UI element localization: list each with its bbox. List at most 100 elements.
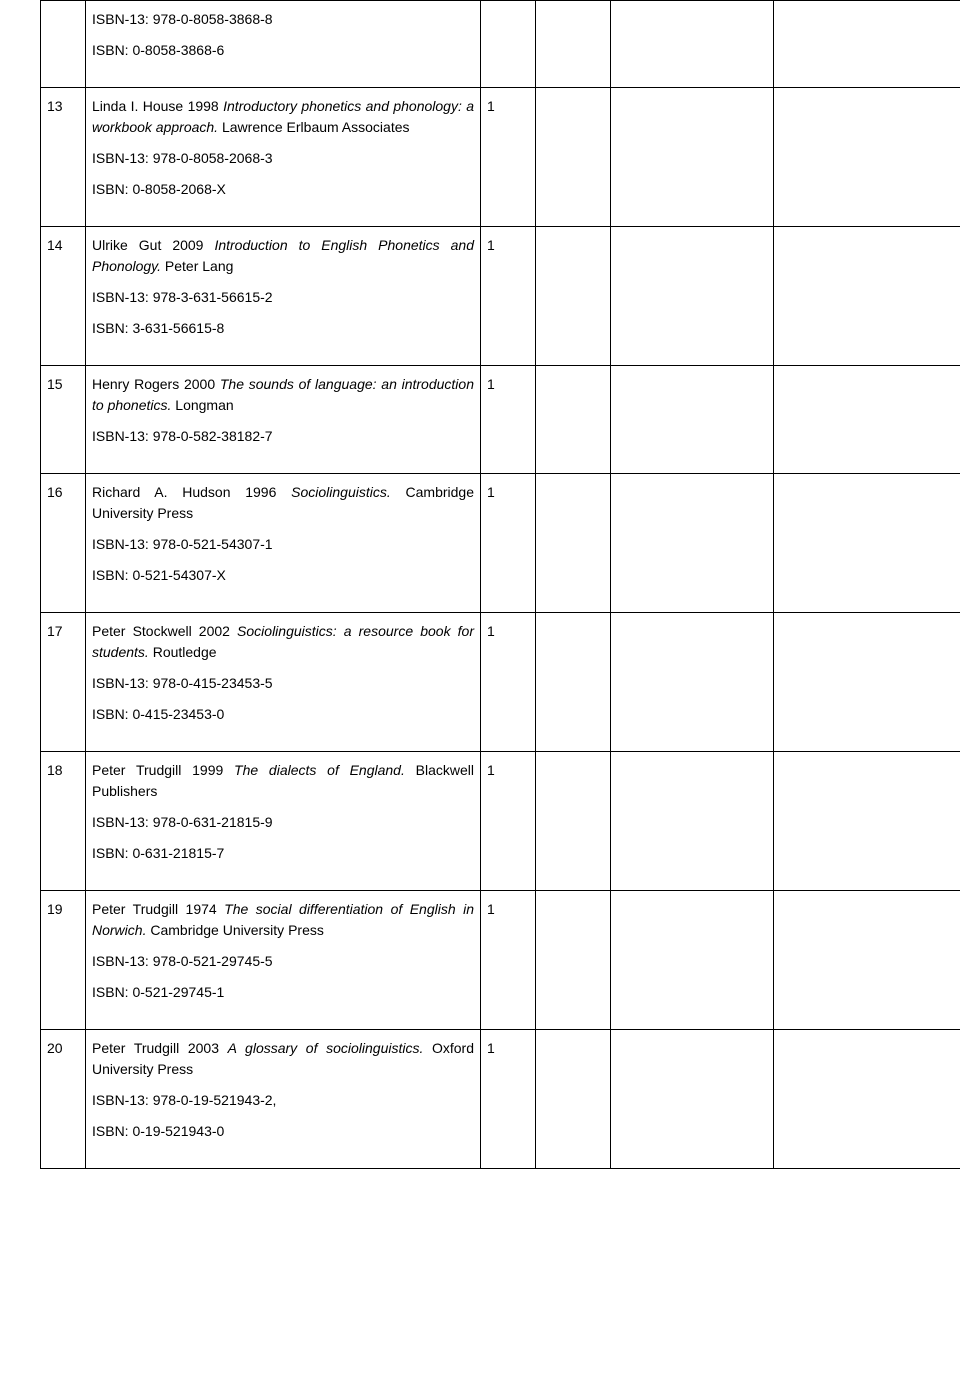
- citation-prefix: Peter Trudgill 1974: [92, 901, 224, 917]
- row-number: 20: [41, 1030, 86, 1169]
- row-quantity: 1: [481, 366, 536, 474]
- citation-publisher: Peter Lang: [161, 258, 233, 274]
- citation-publisher: Longman: [171, 397, 233, 413]
- row-trailing-space: [92, 339, 474, 357]
- citation-prefix: Ulrike Gut 2009: [92, 237, 214, 253]
- row-quantity: 1: [481, 752, 536, 891]
- book-citation: Ulrike Gut 2009 Introduction to English …: [92, 235, 474, 277]
- isbn-line: ISBN: 3-631-56615-8: [92, 318, 474, 339]
- row-trailing-space: [92, 725, 474, 743]
- isbn13-line: ISBN-13: 978-0-582-38182-7: [92, 426, 474, 447]
- isbn-line: ISBN: 0-521-54307-X: [92, 565, 474, 586]
- row-col5: [611, 1, 774, 88]
- row-number: 15: [41, 366, 86, 474]
- book-citation: Richard A. Hudson 1996 Sociolinguistics.…: [92, 482, 474, 524]
- row-col6: [774, 1, 960, 88]
- table-row: 19Peter Trudgill 1974 The social differe…: [41, 891, 960, 1030]
- row-quantity: [481, 1, 536, 88]
- row-description: ISBN-13: 978-0-8058-3868-8 ISBN: 0-8058-3…: [86, 1, 481, 88]
- book-table: ISBN-13: 978-0-8058-3868-8 ISBN: 0-8058-3…: [40, 0, 960, 1169]
- book-citation: Peter Trudgill 2003 A glossary of sociol…: [92, 1038, 474, 1080]
- row-col5: [611, 1030, 774, 1169]
- row-col6: [774, 88, 960, 227]
- row-number: 16: [41, 474, 86, 613]
- page-container: ISBN-13: 978-0-8058-3868-8 ISBN: 0-8058-3…: [0, 0, 960, 1209]
- isbn13-line: ISBN-13: 978-3-631-56615-2: [92, 287, 474, 308]
- citation-prefix: Peter Trudgill 2003: [92, 1040, 228, 1056]
- row-col4: [536, 474, 611, 613]
- row-col6: [774, 752, 960, 891]
- citation-title: Sociolinguistics.: [291, 484, 391, 500]
- row-trailing-space: [92, 200, 474, 218]
- citation-publisher: Routledge: [149, 644, 217, 660]
- book-citation: Linda I. House 1998 Introductory phoneti…: [92, 96, 474, 138]
- isbn13-line: ISBN-13: 978-0-631-21815-9: [92, 812, 474, 833]
- row-trailing-space: [92, 61, 474, 79]
- book-citation: Henry Rogers 2000 The sounds of language…: [92, 374, 474, 416]
- citation-prefix: Linda I. House 1998: [92, 98, 223, 114]
- citation-prefix: Peter Stockwell 2002: [92, 623, 237, 639]
- isbn-line: ISBN: 0-8058-2068-X: [92, 179, 474, 200]
- row-number: 14: [41, 227, 86, 366]
- row-col6: [774, 227, 960, 366]
- row-col4: [536, 752, 611, 891]
- row-col6: [774, 366, 960, 474]
- isbn-line: ISBN: 0-631-21815-7: [92, 843, 474, 864]
- row-col4: [536, 227, 611, 366]
- row-trailing-space: [92, 447, 474, 465]
- citation-title: A glossary of sociolinguistics.: [228, 1040, 424, 1056]
- row-col5: [611, 752, 774, 891]
- row-col4: [536, 366, 611, 474]
- table-row: 20Peter Trudgill 2003 A glossary of soci…: [41, 1030, 960, 1169]
- row-col4: [536, 88, 611, 227]
- row-col5: [611, 366, 774, 474]
- row-quantity: 1: [481, 474, 536, 613]
- row-trailing-space: [92, 1142, 474, 1160]
- isbn13-line: ISBN-13: 978-0-19-521943-2,: [92, 1090, 474, 1111]
- isbn-line: ISBN: 0-415-23453-0: [92, 704, 474, 725]
- row-number: 13: [41, 88, 86, 227]
- row-number: 17: [41, 613, 86, 752]
- isbn-line: ISBN: 0-521-29745-1: [92, 982, 474, 1003]
- table-row: 17Peter Stockwell 2002 Sociolinguistics:…: [41, 613, 960, 752]
- row-description: Henry Rogers 2000 The sounds of language…: [86, 366, 481, 474]
- row-description: Linda I. House 1998 Introductory phoneti…: [86, 88, 481, 227]
- row-description: Peter Stockwell 2002 Sociolinguistics: a…: [86, 613, 481, 752]
- row-col4: [536, 1030, 611, 1169]
- table-row: 14Ulrike Gut 2009 Introduction to Englis…: [41, 227, 960, 366]
- row-number: 19: [41, 891, 86, 1030]
- citation-title: The dialects of England.: [234, 762, 405, 778]
- row-quantity: 1: [481, 1030, 536, 1169]
- citation-prefix: Richard A. Hudson 1996: [92, 484, 291, 500]
- row-col6: [774, 613, 960, 752]
- row-quantity: 1: [481, 613, 536, 752]
- book-citation: Peter Stockwell 2002 Sociolinguistics: a…: [92, 621, 474, 663]
- row-col4: [536, 1, 611, 88]
- row-col5: [611, 891, 774, 1030]
- row-quantity: 1: [481, 891, 536, 1030]
- row-col6: [774, 891, 960, 1030]
- isbn-line: ISBN: 0-8058-3868-6: [92, 40, 474, 61]
- row-trailing-space: [92, 586, 474, 604]
- book-citation: Peter Trudgill 1974 The social different…: [92, 899, 474, 941]
- row-col4: [536, 613, 611, 752]
- isbn13-line: ISBN-13: 978-0-8058-3868-8: [92, 9, 474, 30]
- row-description: Peter Trudgill 2003 A glossary of sociol…: [86, 1030, 481, 1169]
- row-description: Peter Trudgill 1999 The dialects of Engl…: [86, 752, 481, 891]
- isbn13-line: ISBN-13: 978-0-415-23453-5: [92, 673, 474, 694]
- table-row: ISBN-13: 978-0-8058-3868-8 ISBN: 0-8058-3…: [41, 1, 960, 88]
- citation-prefix: Peter Trudgill 1999: [92, 762, 234, 778]
- citation-publisher: Lawrence Erlbaum Associates: [218, 119, 409, 135]
- row-trailing-space: [92, 1003, 474, 1021]
- row-number: [41, 1, 86, 88]
- row-description: Peter Trudgill 1974 The social different…: [86, 891, 481, 1030]
- isbn-line: ISBN: 0-19-521943-0: [92, 1121, 474, 1142]
- citation-prefix: Henry Rogers 2000: [92, 376, 220, 392]
- table-row: 13Linda I. House 1998 Introductory phone…: [41, 88, 960, 227]
- table-row: 15Henry Rogers 2000 The sounds of langua…: [41, 366, 960, 474]
- book-citation: Peter Trudgill 1999 The dialects of Engl…: [92, 760, 474, 802]
- row-description: Richard A. Hudson 1996 Sociolinguistics.…: [86, 474, 481, 613]
- row-quantity: 1: [481, 227, 536, 366]
- row-col4: [536, 891, 611, 1030]
- row-description: Ulrike Gut 2009 Introduction to English …: [86, 227, 481, 366]
